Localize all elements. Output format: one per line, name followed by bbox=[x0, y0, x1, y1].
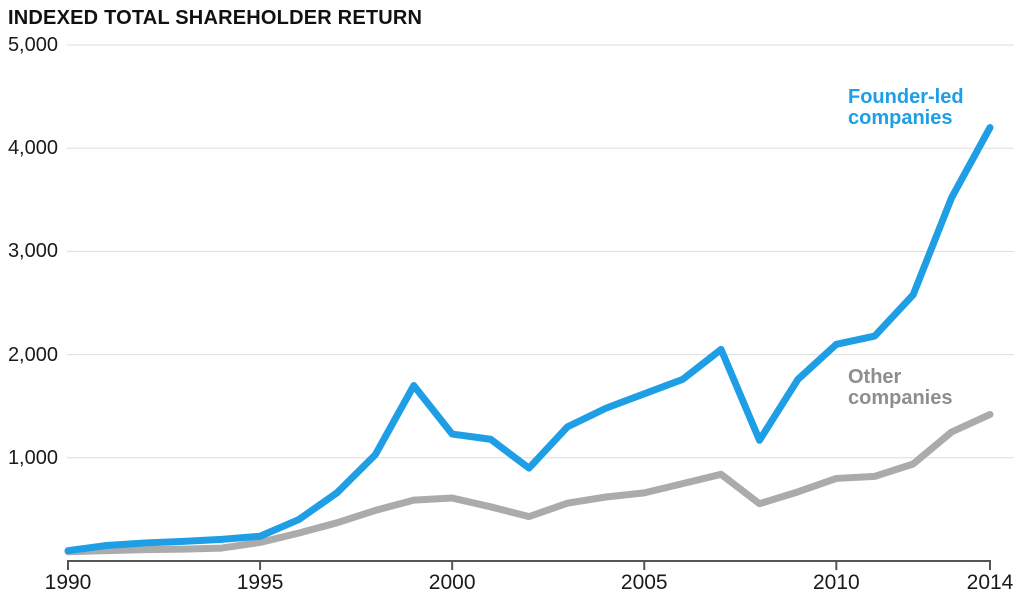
chart-title: INDEXED TOTAL SHAREHOLDER RETURN bbox=[8, 7, 423, 29]
other-companies-line bbox=[64, 410, 994, 556]
other-companies-label: Other companies bbox=[848, 366, 953, 409]
founder-led-line bbox=[64, 124, 994, 555]
founder-led-label: Founder-led companies bbox=[848, 86, 964, 129]
